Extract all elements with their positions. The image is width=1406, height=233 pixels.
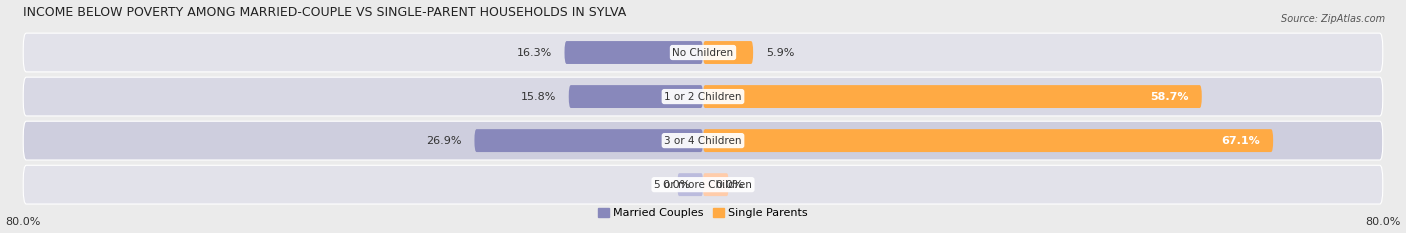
FancyBboxPatch shape [24,77,1382,116]
Text: 1 or 2 Children: 1 or 2 Children [664,92,742,102]
FancyBboxPatch shape [564,41,703,64]
Text: No Children: No Children [672,48,734,58]
Text: 3 or 4 Children: 3 or 4 Children [664,136,742,146]
FancyBboxPatch shape [474,129,703,152]
FancyBboxPatch shape [569,85,703,108]
Text: Source: ZipAtlas.com: Source: ZipAtlas.com [1281,14,1385,24]
Text: 58.7%: 58.7% [1150,92,1189,102]
Text: 5.9%: 5.9% [766,48,794,58]
Text: 15.8%: 15.8% [520,92,555,102]
Text: 26.9%: 26.9% [426,136,461,146]
Text: INCOME BELOW POVERTY AMONG MARRIED-COUPLE VS SINGLE-PARENT HOUSEHOLDS IN SYLVA: INCOME BELOW POVERTY AMONG MARRIED-COUPL… [24,6,627,19]
FancyBboxPatch shape [703,129,1274,152]
FancyBboxPatch shape [678,173,703,196]
FancyBboxPatch shape [24,165,1382,204]
FancyBboxPatch shape [703,173,728,196]
Text: 0.0%: 0.0% [716,180,744,190]
FancyBboxPatch shape [24,33,1382,72]
FancyBboxPatch shape [703,41,754,64]
Text: 5 or more Children: 5 or more Children [654,180,752,190]
Text: 0.0%: 0.0% [662,180,690,190]
FancyBboxPatch shape [703,85,1202,108]
Legend: Married Couples, Single Parents: Married Couples, Single Parents [593,204,813,223]
FancyBboxPatch shape [24,121,1382,160]
Text: 67.1%: 67.1% [1222,136,1260,146]
Text: 16.3%: 16.3% [516,48,551,58]
